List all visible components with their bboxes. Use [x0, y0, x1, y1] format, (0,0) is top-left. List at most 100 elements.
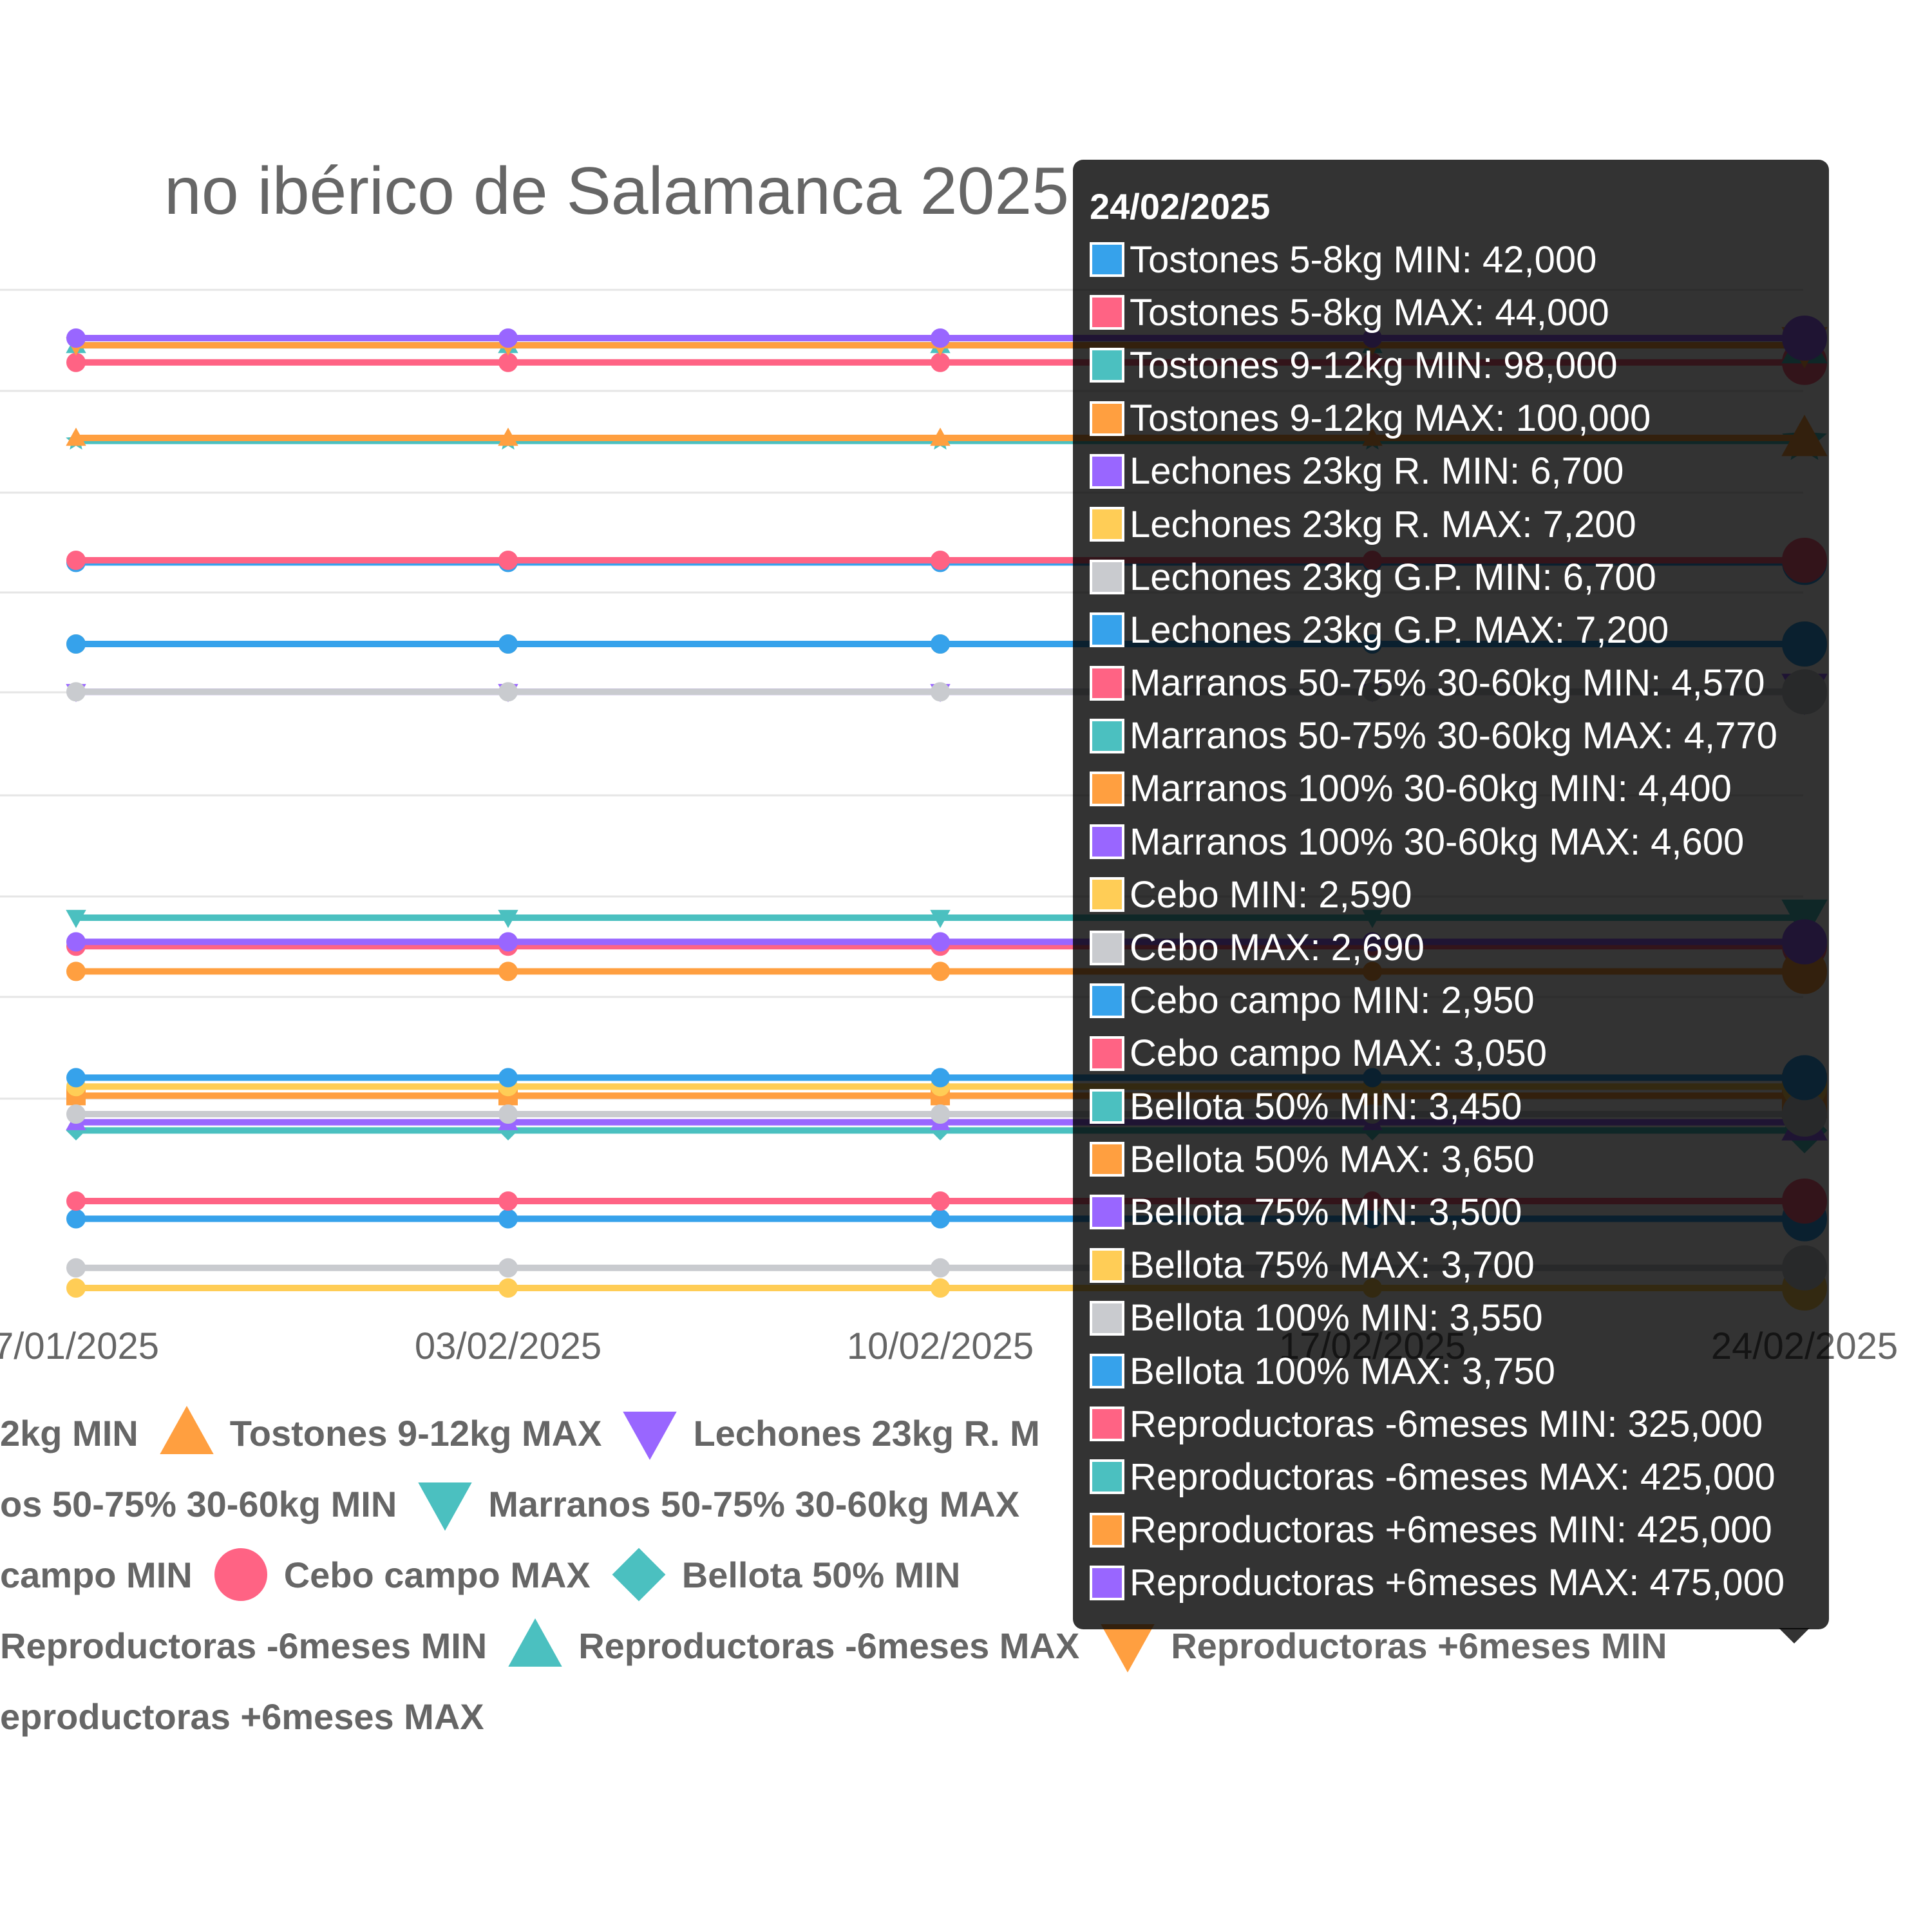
data-point[interactable]	[931, 961, 950, 981]
data-point[interactable]	[498, 961, 518, 981]
tooltip: 24/02/2025 Tostones 5-8kg MIN: 42,000 Tos…	[1073, 160, 1829, 1629]
tooltip-text: Lechones 23kg R. MIN: 6,700	[1130, 450, 1624, 493]
data-point[interactable]	[930, 909, 951, 929]
tooltip-item: Lechones 23kg R. MIN: 6,700	[1090, 445, 1829, 498]
data-point[interactable]	[66, 328, 86, 348]
tooltip-swatch	[1090, 1565, 1124, 1600]
legend-marker[interactable]	[623, 1412, 677, 1461]
legend-item[interactable]: Reproductoras -6meses MIN	[0, 1625, 487, 1667]
legend-label: Reproductoras -6meses MIN	[0, 1625, 488, 1666]
data-point[interactable]	[66, 1278, 86, 1298]
tooltip-text: Lechones 23kg G.P. MAX: 7,200	[1130, 609, 1669, 651]
tooltip-item: Tostones 9-12kg MIN: 98,000	[1090, 339, 1829, 392]
tooltip-item: Cebo MIN: 2,590	[1090, 868, 1829, 921]
data-point[interactable]	[66, 1068, 86, 1088]
legend-row: Reproductoras -6meses MIN Reproductoras -…	[0, 1616, 1687, 1674]
tooltip-text: Reproductoras -6meses MIN: 325,000	[1130, 1403, 1763, 1445]
legend-label: Cebo campo MAX	[283, 1554, 591, 1595]
legend-item[interactable]: Reproductoras +6meses MIN	[1099, 1616, 1667, 1674]
data-point[interactable]	[931, 932, 950, 952]
tooltip-item: Bellota 100% MIN: 3,550	[1090, 1292, 1829, 1345]
data-point[interactable]	[66, 427, 86, 446]
legend-item[interactable]: os 50-75% 30-60kg MIN	[0, 1483, 397, 1525]
data-point[interactable]	[498, 1191, 518, 1211]
tooltip-item: Bellota 75% MIN: 3,500	[1090, 1186, 1829, 1238]
data-point[interactable]	[931, 1209, 950, 1229]
data-point[interactable]	[931, 352, 950, 372]
data-point[interactable]	[66, 634, 86, 654]
data-point[interactable]	[66, 932, 86, 952]
data-point[interactable]	[66, 961, 86, 981]
data-point[interactable]	[931, 682, 950, 702]
legend-marker[interactable]	[612, 1548, 666, 1602]
tooltip-item: Marranos 100% 30-60kg MIN: 4,400	[1090, 762, 1829, 815]
data-point[interactable]	[498, 551, 518, 570]
data-point[interactable]	[66, 909, 86, 929]
data-point[interactable]	[931, 634, 950, 654]
data-point[interactable]	[931, 328, 950, 348]
tooltip-swatch	[1090, 1036, 1124, 1071]
data-point[interactable]	[498, 909, 518, 929]
legend-item[interactable]: Bellota 50% MIN	[610, 1546, 960, 1604]
tooltip-item: Tostones 5-8kg MIN: 42,000	[1090, 233, 1829, 286]
tooltip-text: Tostones 5-8kg MAX: 44,000	[1130, 291, 1609, 334]
tooltip-item: Tostones 9-12kg MAX: 100,000	[1090, 392, 1829, 445]
x-tick-label: 10/02/2025	[847, 1325, 1034, 1367]
legend-row: campo MIN Cebo campo MAX Bellota 50% MIN	[0, 1546, 980, 1604]
data-point[interactable]	[66, 352, 86, 372]
data-point[interactable]	[498, 634, 518, 654]
data-point[interactable]	[930, 427, 951, 446]
data-point[interactable]	[931, 1068, 950, 1088]
legend-item[interactable]: Cebo campo MAX	[212, 1546, 591, 1604]
legend-marker[interactable]	[1101, 1624, 1155, 1673]
tooltip-swatch	[1090, 612, 1124, 648]
tooltip-text: Reproductoras +6meses MAX: 475,000	[1130, 1562, 1785, 1604]
tooltip-swatch	[1090, 665, 1124, 701]
legend-marker[interactable]	[160, 1405, 214, 1454]
tooltip-text: Bellota 75% MAX: 3,700	[1130, 1244, 1535, 1287]
data-point[interactable]	[498, 1258, 518, 1278]
legend-item[interactable]: Lechones 23kg R. M	[621, 1404, 1040, 1462]
tooltip-swatch	[1090, 1089, 1124, 1124]
legend-item[interactable]: Tostones 9-12kg MAX	[158, 1404, 602, 1462]
data-point[interactable]	[66, 551, 86, 570]
legend-marker[interactable]	[214, 1548, 267, 1601]
data-point[interactable]	[931, 551, 950, 570]
data-point[interactable]	[931, 1191, 950, 1211]
data-point[interactable]	[498, 1104, 518, 1124]
data-point[interactable]	[66, 682, 86, 702]
data-point[interactable]	[498, 1278, 518, 1298]
data-point[interactable]	[498, 932, 518, 952]
tooltip-item: Marranos 50-75% 30-60kg MAX: 4,770	[1090, 710, 1829, 762]
data-point[interactable]	[931, 1258, 950, 1278]
legend-label: Tostones 9-12kg MAX	[229, 1412, 602, 1454]
legend-item[interactable]: Marranos 50-75% 30-60kg MAX	[416, 1475, 1019, 1533]
data-point[interactable]	[66, 1104, 86, 1124]
data-point[interactable]	[498, 682, 518, 702]
data-point[interactable]	[931, 1278, 950, 1298]
tooltip-text: Lechones 23kg G.P. MIN: 6,700	[1130, 556, 1656, 598]
data-point[interactable]	[66, 1258, 86, 1278]
tooltip-swatch	[1090, 771, 1124, 806]
legend-item[interactable]: campo MIN	[0, 1554, 193, 1596]
data-point[interactable]	[498, 352, 518, 372]
legend-label: Reproductoras -6meses MAX	[578, 1625, 1080, 1666]
tooltip-item: Marranos 100% 30-60kg MAX: 4,600	[1090, 815, 1829, 868]
tooltip-text: Bellota 100% MAX: 3,750	[1130, 1350, 1555, 1392]
data-point[interactable]	[498, 1068, 518, 1088]
legend-marker[interactable]	[418, 1482, 472, 1531]
data-point[interactable]	[931, 1104, 950, 1124]
data-point[interactable]	[498, 328, 518, 348]
data-point[interactable]	[498, 1209, 518, 1229]
legend-row: 2kg MIN Tostones 9-12kg MAX Lechones 23kg …	[0, 1404, 1059, 1462]
tooltip-swatch	[1090, 1354, 1124, 1389]
tooltip-swatch	[1090, 295, 1124, 330]
legend-item[interactable]: 2kg MIN	[0, 1412, 138, 1454]
data-point[interactable]	[498, 427, 518, 446]
legend-item[interactable]: eproductoras +6meses MAX	[0, 1696, 484, 1738]
data-point[interactable]	[66, 1209, 86, 1229]
data-point[interactable]	[66, 1191, 86, 1211]
legend-marker[interactable]	[508, 1618, 562, 1667]
legend-item[interactable]: Reproductoras -6meses MAX	[506, 1616, 1079, 1674]
